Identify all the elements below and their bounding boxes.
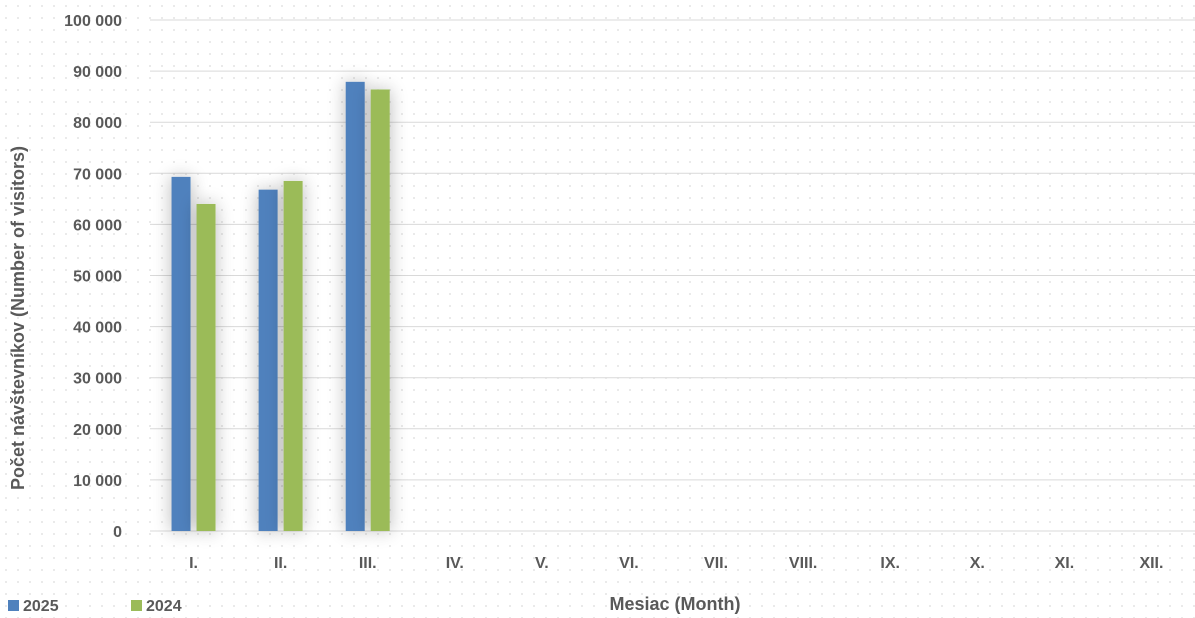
legend-swatch-2024 [131,600,142,611]
gridlines [150,19,1195,532]
y-tick-label: 50 000 [73,269,122,286]
y-axis-title: Počet návštevníkov (Number of visitors) [8,146,28,490]
x-tick-label: X. [970,555,985,572]
x-tick-label: III. [359,555,377,572]
x-tick-label: IV. [446,555,464,572]
x-tick-label: II. [274,555,287,572]
y-tick-label: 20 000 [73,422,122,439]
bar-2024-II [283,180,303,531]
x-tick-label: I. [189,555,198,572]
x-tick-label: XII. [1139,555,1163,572]
bar-2025-I [171,176,191,531]
x-tick-label: IX. [880,555,900,572]
x-tick-label: VII. [704,555,728,572]
x-tick-label: VI. [619,555,639,572]
x-axis-ticks: I. II. III. IV. V. VI. VII. VIII. IX. X. XI. XII. [189,555,1163,572]
y-tick-label: 70 000 [73,166,122,183]
legend-label-2024: 2024 [146,598,182,615]
y-tick-label: 10 000 [73,473,122,490]
y-tick-label: 0 [113,524,122,541]
y-axis-ticks: 0 10 000 20 000 30 000 40 000 50 000 60 000 70 … [64,13,122,541]
legend-swatch-2025 [8,600,19,611]
x-tick-label: XI. [1055,555,1075,572]
y-tick-label: 40 000 [73,320,122,337]
bar-2024-I [196,203,216,531]
bar-2024-III [370,89,390,531]
legend-label-2025: 2025 [23,598,59,615]
y-tick-label: 30 000 [73,371,122,388]
x-tick-label: V. [535,555,549,572]
y-tick-label: 80 000 [73,115,122,132]
x-axis-title: Mesiac (Month) [609,594,740,614]
y-tick-label: 100 000 [64,13,122,30]
legend: 2025 2024 [8,598,182,615]
x-tick-label: VIII. [789,555,817,572]
y-tick-label: 60 000 [73,217,122,234]
y-tick-label: 90 000 [73,64,122,81]
bar-2025-II [258,189,278,532]
bars [171,81,390,532]
bar-2025-III [345,81,365,532]
